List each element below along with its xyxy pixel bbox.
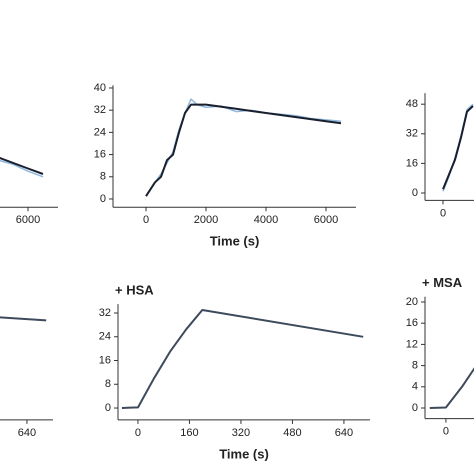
x-tick-label: 6000	[16, 214, 40, 226]
y-tick-label: 48	[406, 98, 418, 110]
y-tick-label: 16	[406, 157, 418, 169]
annotation: + MSA	[422, 275, 463, 290]
y-tick-label: 20	[406, 296, 418, 308]
y-tick-label: 32	[99, 307, 111, 319]
y-tick-label: 32	[406, 128, 418, 140]
x-tick-label: 480	[283, 427, 301, 439]
x-axis-label: Time (s)	[219, 446, 269, 461]
y-tick-label: 0	[412, 187, 418, 199]
y-tick-label: 8	[105, 378, 111, 390]
y-tick-label: 40	[94, 82, 106, 94]
x-tick-label: 0	[135, 427, 141, 439]
data-line	[0, 159, 44, 178]
y-tick-label: 0	[100, 193, 106, 205]
data-line	[442, 105, 474, 190]
y-tick-label: 4	[412, 381, 418, 393]
data-line	[145, 103, 342, 197]
y-tick-label: 0	[105, 402, 111, 414]
data-line	[121, 309, 364, 409]
x-tick-label: 0	[143, 214, 149, 226]
data-line	[0, 316, 47, 322]
y-tick-label: 24	[94, 126, 106, 138]
data-line	[0, 156, 44, 175]
x-axis-label: Time (s)	[210, 234, 260, 249]
y-tick-label: 0	[412, 402, 418, 414]
x-tick-label: 6000	[314, 214, 338, 226]
y-tick-label: 16	[94, 148, 106, 160]
x-tick-label: 2000	[194, 214, 218, 226]
data-line	[429, 367, 474, 409]
y-tick-label: 12	[406, 338, 418, 350]
x-tick-label: 0	[443, 426, 449, 438]
y-tick-label: 24	[99, 331, 111, 343]
x-tick-label: 320	[232, 427, 250, 439]
y-tick-label: 16	[406, 317, 418, 329]
y-tick-label: 8	[412, 360, 418, 372]
x-tick-label: 4000	[254, 214, 278, 226]
y-tick-label: 8	[100, 171, 106, 183]
x-tick-label: 160	[180, 427, 198, 439]
x-tick-label: 640	[18, 427, 36, 439]
x-tick-label: 640	[335, 427, 353, 439]
x-tick-label: 0	[440, 207, 446, 219]
y-tick-label: 32	[94, 104, 106, 116]
annotation: + HSA	[115, 283, 154, 298]
y-tick-label: 16	[99, 354, 111, 366]
